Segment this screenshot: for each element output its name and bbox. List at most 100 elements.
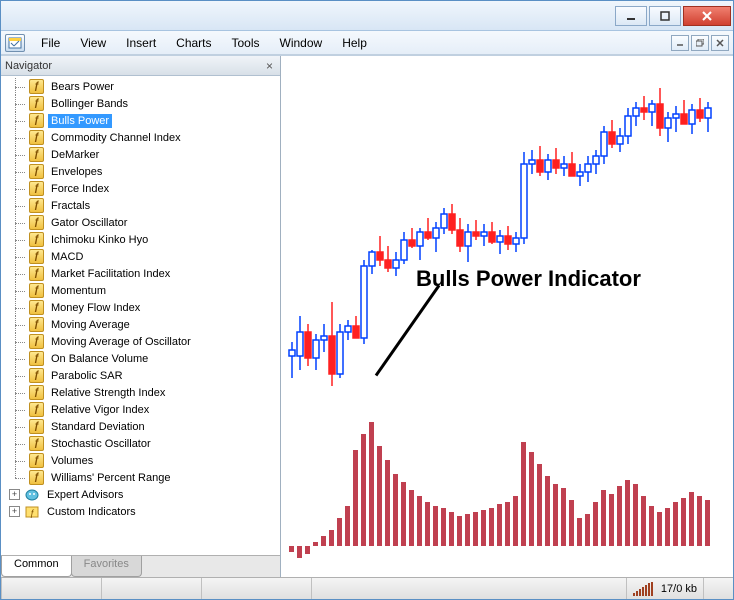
navigator-header: Navigator × — [1, 56, 280, 76]
function-icon: ƒ — [29, 266, 44, 281]
menu-window[interactable]: Window — [270, 32, 333, 54]
function-icon: ƒ — [29, 385, 44, 400]
indicator-label: Bollinger Bands — [48, 97, 131, 111]
expander-icon[interactable]: + — [9, 489, 20, 500]
indicator-label: Force Index — [48, 182, 112, 196]
indicator-item[interactable]: ƒ On Balance Volume — [1, 350, 280, 367]
indicator-label: Parabolic SAR — [48, 369, 126, 383]
function-icon: ƒ — [29, 334, 44, 349]
indicator-label: Money Flow Index — [48, 301, 143, 315]
signal-bars-icon — [633, 582, 653, 596]
indicator-label: Bulls Power — [48, 114, 112, 128]
function-icon: ƒ — [29, 96, 44, 111]
indicator-item[interactable]: ƒ Ichimoku Kinko Hyo — [1, 231, 280, 248]
menu-view[interactable]: View — [70, 32, 116, 54]
indicator-item[interactable]: ƒ Momentum — [1, 282, 280, 299]
indicator-label: Standard Deviation — [48, 420, 148, 434]
status-bar: 17/0 kb — [1, 577, 733, 599]
function-icon: ƒ — [29, 113, 44, 128]
indicator-item[interactable]: ƒMarket Facilitation Index — [1, 265, 280, 282]
indicator-item[interactable]: ƒ Stochastic Oscillator — [1, 435, 280, 452]
function-icon: ƒ — [29, 198, 44, 213]
status-cell-end — [703, 578, 733, 599]
group-label: Expert Advisors — [44, 488, 126, 502]
svg-text:ƒ: ƒ — [29, 508, 34, 518]
indicator-label: Envelopes — [48, 165, 105, 179]
indicator-label: Volumes — [48, 454, 96, 468]
function-icon: ƒ — [29, 79, 44, 94]
tab-favorites[interactable]: Favorites — [71, 556, 142, 577]
menu-insert[interactable]: Insert — [116, 32, 166, 54]
indicator-item[interactable]: ƒWilliams' Percent Range — [1, 469, 280, 486]
app-window: FileViewInsertChartsToolsWindowHelp Navi… — [0, 0, 734, 600]
indicator-item[interactable]: ƒ Standard Deviation — [1, 418, 280, 435]
indicator-label: Bears Power — [48, 80, 117, 94]
menu-charts[interactable]: Charts — [166, 32, 221, 54]
function-icon: ƒ — [29, 402, 44, 417]
window-maximize-button[interactable] — [649, 6, 681, 26]
indicator-item[interactable]: ƒ Relative Vigor Index — [1, 401, 280, 418]
indicator-label: Moving Average — [48, 318, 133, 332]
app-icon — [5, 34, 25, 52]
indicator-item[interactable]: ƒMACD — [1, 248, 280, 265]
menu-file[interactable]: File — [31, 32, 70, 54]
indicator-item[interactable]: ƒRelative Strength Index — [1, 384, 280, 401]
function-icon: ƒ — [29, 317, 44, 332]
ea-icon — [24, 488, 40, 502]
indicator-item[interactable]: ƒ Money Flow Index — [1, 299, 280, 316]
navigator-panel: Navigator × ƒ Bears Power ƒ Bollinger Bands… — [1, 56, 281, 577]
annotation-label: Bulls Power Indicator — [416, 266, 641, 292]
function-icon: ƒ — [29, 368, 44, 383]
indicator-label: Commodity Channel Index — [48, 131, 184, 145]
function-icon: ƒ — [29, 283, 44, 298]
chart-area[interactable]: Bulls Power Indicator — [281, 56, 733, 577]
function-icon: ƒ — [29, 181, 44, 196]
function-icon: ƒ — [29, 419, 44, 434]
tree-group-ci[interactable]: + ƒ Custom Indicators — [1, 503, 280, 520]
status-cell-4 — [311, 578, 391, 599]
group-label: Custom Indicators — [44, 505, 139, 519]
indicator-item[interactable]: ƒ Force Index — [1, 180, 280, 197]
indicator-item[interactable]: ƒ Bollinger Bands — [1, 95, 280, 112]
indicator-label: Momentum — [48, 284, 109, 298]
status-connection: 17/0 kb — [626, 578, 703, 599]
function-icon: ƒ — [29, 147, 44, 162]
status-cell-2 — [101, 578, 201, 599]
indicator-label: DeMarker — [48, 148, 102, 162]
mdi-close-button[interactable] — [711, 35, 729, 51]
indicator-item[interactable]: ƒ Bears Power — [1, 78, 280, 95]
indicator-label: Williams' Percent Range — [48, 471, 173, 485]
tree-group-ea[interactable]: + Expert Advisors — [1, 486, 280, 503]
indicator-label: Relative Vigor Index — [48, 403, 152, 417]
tab-common[interactable]: Common — [1, 556, 72, 577]
indicator-item[interactable]: ƒFractals — [1, 197, 280, 214]
indicator-item[interactable]: ƒ Moving Average — [1, 316, 280, 333]
function-icon: ƒ — [29, 300, 44, 315]
navigator-tree[interactable]: ƒ Bears Power ƒ Bollinger Bands ƒ Bulls Power… — [1, 76, 280, 555]
menu-help[interactable]: Help — [332, 32, 377, 54]
mdi-restore-button[interactable] — [691, 35, 709, 51]
indicator-item[interactable]: ƒ Parabolic SAR — [1, 367, 280, 384]
indicator-label: Stochastic Oscillator — [48, 437, 154, 451]
function-icon: ƒ — [29, 232, 44, 247]
function-icon: ƒ — [29, 351, 44, 366]
indicator-item[interactable]: ƒ Bulls Power — [1, 112, 280, 129]
window-minimize-button[interactable] — [615, 6, 647, 26]
indicator-item[interactable]: ƒ DeMarker — [1, 146, 280, 163]
function-icon: ƒ — [29, 130, 44, 145]
window-close-button[interactable] — [683, 6, 731, 26]
indicator-label: On Balance Volume — [48, 352, 151, 366]
expander-icon[interactable]: + — [9, 506, 20, 517]
mdi-minimize-button[interactable] — [671, 35, 689, 51]
function-icon: ƒ — [29, 436, 44, 451]
navigator-close-button[interactable]: × — [263, 59, 276, 73]
indicator-item[interactable]: ƒ Moving Average of Oscillator — [1, 333, 280, 350]
menu-tools[interactable]: Tools — [222, 32, 270, 54]
indicator-label: Ichimoku Kinko Hyo — [48, 233, 151, 247]
indicator-item[interactable]: ƒEnvelopes — [1, 163, 280, 180]
menu-bar: FileViewInsertChartsToolsWindowHelp — [1, 31, 733, 55]
indicator-item[interactable]: ƒGator Oscillator — [1, 214, 280, 231]
indicator-item[interactable]: ƒ Commodity Channel Index — [1, 129, 280, 146]
indicator-label: Moving Average of Oscillator — [48, 335, 194, 349]
indicator-item[interactable]: ƒVolumes — [1, 452, 280, 469]
